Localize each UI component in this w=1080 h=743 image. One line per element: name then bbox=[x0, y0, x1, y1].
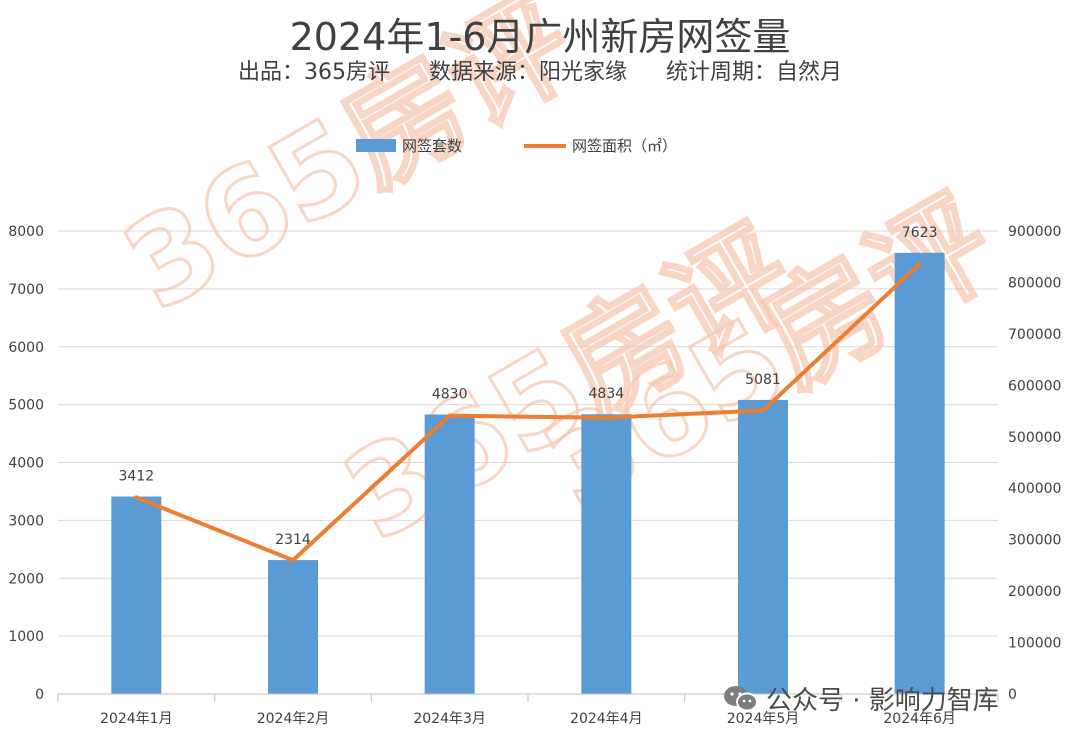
line-point bbox=[291, 558, 295, 563]
line-point bbox=[447, 413, 452, 418]
y-left-tick-label: 0 bbox=[35, 687, 44, 703]
bar bbox=[738, 399, 788, 694]
y-right-tick-label: 0 bbox=[1008, 687, 1017, 703]
x-tick-label: 2024年6月 bbox=[883, 711, 956, 727]
bar-data-label: 7623 bbox=[902, 225, 938, 241]
x-tick-label: 2024年3月 bbox=[413, 711, 486, 727]
y-axis-right: 0 100000 200000 300000 400000 500000 600000 700… bbox=[1008, 224, 1061, 703]
y-right-tick-label: 100000 bbox=[1008, 636, 1061, 652]
y-left-tick-label: 3000 bbox=[8, 513, 44, 529]
y-right-tick-label: 700000 bbox=[1008, 327, 1061, 343]
y-left-tick-label: 1000 bbox=[8, 629, 44, 645]
y-left-tick-label: 7000 bbox=[8, 282, 44, 298]
y-right-tick-label: 900000 bbox=[1008, 224, 1061, 240]
y-left-tick-label: 8000 bbox=[8, 224, 44, 240]
legend-label-line: 网签面积（㎡） bbox=[572, 137, 677, 155]
legend-swatch-bar bbox=[356, 139, 396, 152]
line-point bbox=[604, 415, 609, 420]
y-right-tick-label: 800000 bbox=[1008, 275, 1061, 291]
y-right-tick-label: 600000 bbox=[1008, 378, 1061, 394]
chart-subtitle: 出品：365房评 数据来源：阳光家缘 统计周期：自然月 bbox=[0, 54, 1080, 86]
x-tick-label: 2024年2月 bbox=[257, 711, 330, 727]
bar-data-label: 4834 bbox=[589, 386, 625, 402]
line-point bbox=[917, 261, 922, 266]
bar bbox=[268, 560, 318, 694]
y-right-tick-label: 500000 bbox=[1008, 430, 1061, 446]
y-left-tick-label: 5000 bbox=[8, 398, 44, 414]
y-right-tick-label: 400000 bbox=[1008, 481, 1061, 497]
x-tick-label: 2024年4月 bbox=[570, 711, 643, 727]
bar bbox=[111, 496, 162, 694]
subtitle-period: 统计周期：自然月 bbox=[666, 60, 843, 85]
brand-badge: 公众号 · 影响力智库 bbox=[722, 680, 999, 717]
y-axis-left: 0 1000 2000 3000 4000 5000 6000 7000 8000 bbox=[8, 224, 44, 703]
bar-data-labels: 3412 2314 4830 4834 5081 7623 bbox=[119, 225, 938, 548]
bar bbox=[581, 414, 632, 694]
line-series bbox=[134, 261, 922, 563]
bar bbox=[894, 252, 945, 694]
brand-text: 公众号 · 影响力智库 bbox=[766, 686, 999, 716]
x-axis: 2024年1月 2024年2月 2024年3月 2024年4月 2024年5月 2024年… bbox=[57, 693, 999, 727]
y-right-tick-label: 200000 bbox=[1008, 584, 1061, 600]
bar-series bbox=[111, 252, 945, 694]
bar-data-label: 5081 bbox=[745, 372, 781, 388]
legend: 网签套数 网签面积（㎡） bbox=[356, 137, 677, 155]
bar-data-label: 3412 bbox=[119, 469, 155, 485]
y-left-tick-label: 2000 bbox=[8, 571, 44, 587]
x-tick-label: 2024年5月 bbox=[727, 711, 800, 727]
bar-data-label: 2314 bbox=[275, 532, 311, 548]
y-left-tick-label: 4000 bbox=[8, 456, 44, 472]
wechat-icon bbox=[724, 685, 758, 711]
subtitle-source: 数据来源：阳光家缘 bbox=[428, 60, 627, 85]
y-left-tick-label: 6000 bbox=[8, 340, 44, 356]
line-point bbox=[134, 495, 139, 500]
x-tick-label: 2024年1月 bbox=[100, 711, 173, 727]
line-path bbox=[134, 261, 922, 563]
legend-label-bar: 网签套数 bbox=[402, 137, 462, 155]
line-point bbox=[761, 408, 765, 413]
bar bbox=[424, 414, 475, 694]
subtitle-producer: 出品：365房评 bbox=[237, 60, 390, 85]
chart-title: 2024年1-6月广州新房网签量 bbox=[289, 15, 791, 59]
y-right-tick-label: 300000 bbox=[1008, 533, 1061, 549]
gridlines bbox=[58, 230, 998, 637]
bar-data-label: 4830 bbox=[432, 386, 468, 402]
